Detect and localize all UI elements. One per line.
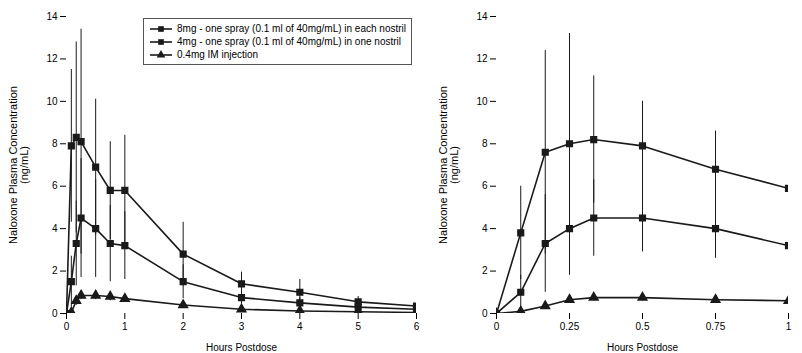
svg-text:3: 3: [239, 321, 245, 332]
svg-text:0: 0: [52, 308, 58, 319]
svg-text:Hours Postdose: Hours Postdose: [206, 342, 278, 353]
svg-text:8: 8: [52, 138, 58, 149]
svg-text:10: 10: [46, 96, 58, 107]
svg-text:Naloxone Plasma Concentration(: Naloxone Plasma Concentration(ng/mL): [437, 86, 460, 244]
svg-text:0.5: 0.5: [636, 321, 650, 332]
svg-text:0: 0: [494, 321, 500, 332]
svg-text:14: 14: [476, 11, 488, 22]
svg-text:4: 4: [482, 223, 488, 234]
svg-text:5: 5: [355, 321, 361, 332]
svg-text:Naloxone Plasma Concentration(: Naloxone Plasma Concentration(ng/mL): [7, 86, 30, 244]
svg-text:6: 6: [52, 180, 58, 191]
svg-text:10: 10: [476, 96, 488, 107]
svg-text:0.25: 0.25: [560, 321, 580, 332]
svg-text:2: 2: [52, 265, 58, 276]
svg-text:0.75: 0.75: [706, 321, 726, 332]
svg-text:6: 6: [482, 180, 488, 191]
html-text:8mg - one spray (0.1 ml of 40m: 8mg - one spray (0.1 ml of 40mg/mL) in e…: [177, 23, 406, 34]
html-text:4mg - one spray (0.1 ml of 40m: 4mg - one spray (0.1 ml of 40mg/mL) in o…: [177, 36, 401, 47]
svg-text:6: 6: [414, 321, 420, 332]
svg-text:0: 0: [482, 308, 488, 319]
svg-text:12: 12: [46, 53, 58, 64]
svg-text:4: 4: [52, 223, 58, 234]
svg-text:2: 2: [482, 265, 488, 276]
svg-text:2: 2: [180, 321, 186, 332]
svg-text:14: 14: [46, 11, 58, 22]
svg-text:1: 1: [786, 321, 792, 332]
svg-text:12: 12: [476, 53, 488, 64]
svg-text:8: 8: [482, 138, 488, 149]
svg-text:0: 0: [64, 321, 70, 332]
svg-text:4: 4: [297, 321, 303, 332]
html-text:0.4mg IM injection: 0.4mg IM injection: [177, 49, 259, 60]
svg-text:1: 1: [122, 321, 128, 332]
svg-text:Hours Postdose: Hours Postdose: [607, 342, 679, 353]
